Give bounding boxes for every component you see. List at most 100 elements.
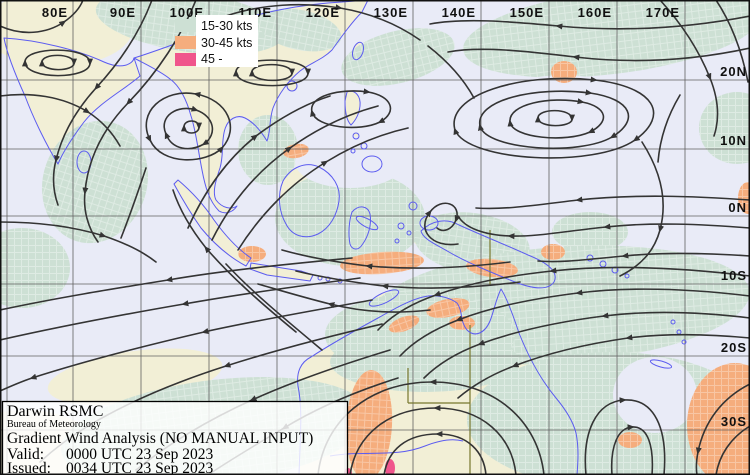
streamline	[225, 263, 323, 351]
streamline	[257, 283, 431, 313]
orange-patch	[541, 244, 565, 260]
streamline	[383, 430, 487, 475]
light-wind-gap	[613, 357, 697, 433]
streamline	[0, 257, 353, 311]
lon-label: 90E	[110, 5, 136, 20]
lat-label: 30S	[721, 414, 747, 429]
streamline	[447, 47, 750, 62]
green-patch	[463, 0, 750, 78]
lon-label: 120E	[306, 5, 340, 20]
streamline	[0, 221, 157, 263]
streamline	[537, 252, 750, 263]
streamline	[120, 167, 147, 239]
issued-label: Issued:	[7, 460, 51, 475]
streamline	[457, 333, 750, 399]
streamline	[225, 3, 421, 41]
streamline	[183, 120, 199, 134]
product-title: Gradient Wind Analysis (NO MANUAL INPUT)	[7, 430, 313, 447]
lon-label: 100E	[170, 5, 204, 20]
streamline	[349, 404, 517, 475]
streamline	[41, 54, 74, 71]
green-patch	[341, 28, 455, 86]
streamline	[82, 0, 197, 243]
streamline	[659, 0, 719, 137]
product-info-box: Darwin RSMC Bureau of Meteorology Gradie…	[1, 400, 349, 475]
streamline	[695, 383, 750, 475]
valid-value: 0000 UTC 23 Sep 2023	[66, 446, 214, 463]
lat-label: 10S	[721, 268, 747, 283]
wind-speed-legend: 15-30 kts 30-45 kts 45 -	[175, 15, 258, 67]
river-line	[329, 439, 464, 457]
bureau-name: Bureau of Meteorology	[7, 419, 101, 430]
legend-swatch-30-45	[175, 36, 196, 49]
legend-label: 15-30 kts	[201, 19, 252, 33]
longitude-labels: 80E 90E 100E 110E 120E 130E 140E 150E 16…	[42, 5, 680, 20]
streamline	[509, 100, 605, 139]
streamline	[610, 424, 654, 475]
legend-label: 30-45 kts	[201, 36, 252, 50]
streamline	[427, 45, 475, 99]
streamline	[295, 270, 521, 290]
latitude-labels: 20N 10N 0N 10S 20S 30S	[720, 64, 747, 429]
lat-label: 20S	[721, 340, 747, 355]
streamline	[24, 49, 90, 77]
streamline	[251, 63, 292, 82]
info-box-background	[1, 400, 349, 475]
streamline	[457, 215, 750, 240]
streamline	[311, 91, 392, 129]
streamline	[0, 277, 361, 341]
streamline	[715, 425, 750, 475]
green-patch	[699, 92, 750, 164]
issued-value: 0034 UTC 23 Sep 2023	[66, 460, 214, 475]
streamline	[172, 189, 297, 333]
streamline	[0, 0, 84, 34]
lon-label: 150E	[510, 5, 544, 20]
green-patch	[0, 228, 70, 308]
green-patch	[238, 115, 298, 185]
orange-patch	[687, 363, 750, 475]
streamline	[429, 15, 750, 30]
streamline	[657, 94, 681, 163]
legend-swatch-45plus	[175, 53, 196, 66]
streamline	[187, 95, 331, 229]
lon-label: 80E	[42, 5, 68, 20]
light-wind-gap	[295, 136, 405, 188]
streamline	[399, 288, 750, 357]
legend-swatch-15-30	[175, 19, 196, 32]
streamline	[715, 0, 749, 83]
valid-label: Valid:	[7, 446, 44, 463]
streamline	[537, 109, 572, 127]
lat-label: 10N	[720, 133, 747, 148]
streamline	[237, 127, 409, 251]
org-name: Darwin RSMC	[7, 403, 103, 420]
streamline	[423, 311, 750, 379]
streamline	[619, 141, 665, 277]
streamline	[453, 78, 655, 159]
orange-patch	[388, 315, 420, 333]
streamline	[424, 202, 461, 246]
lon-label: 170E	[646, 5, 680, 20]
lon-label: 130E	[374, 5, 408, 20]
orange-patch	[618, 432, 642, 448]
orange-patch	[238, 246, 266, 262]
streamline	[0, 299, 373, 392]
lon-label: 160E	[578, 5, 612, 20]
streamline	[163, 108, 214, 148]
orange-patch	[738, 182, 750, 214]
streamline	[145, 93, 232, 161]
streamline	[584, 397, 666, 475]
streamline	[479, 91, 630, 150]
streamline	[52, 0, 153, 206]
streamline	[211, 105, 379, 241]
orange-patch	[551, 61, 577, 83]
legend-label: 45 -	[201, 52, 223, 66]
streamline	[377, 266, 750, 331]
streamline	[281, 249, 511, 270]
green-patch	[258, 8, 342, 52]
lat-label: 20N	[720, 64, 747, 79]
streamline	[475, 195, 750, 210]
lat-label: 0N	[728, 200, 747, 215]
